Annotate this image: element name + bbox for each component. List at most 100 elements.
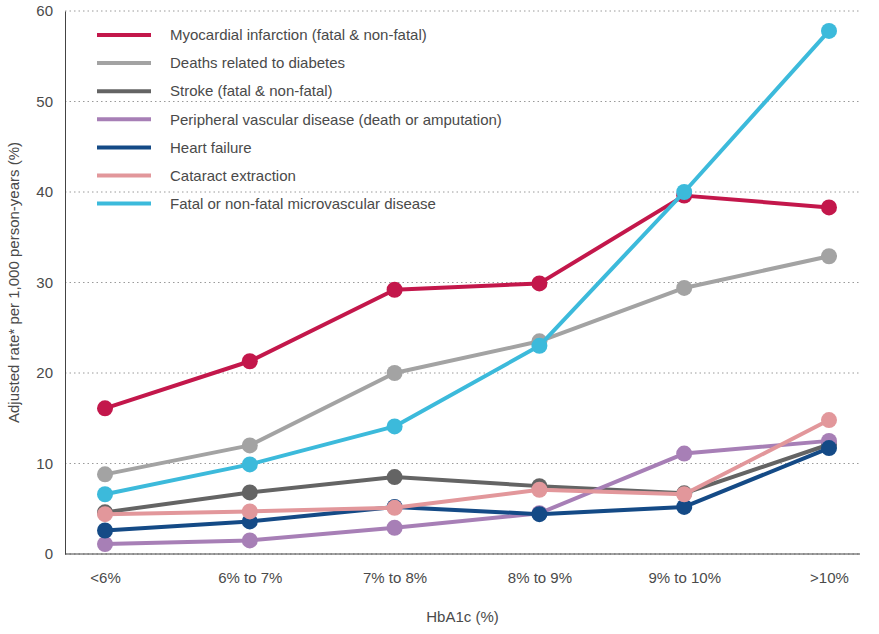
grid: [65, 11, 860, 554]
series-line: [105, 420, 829, 514]
legend-swatch: [97, 33, 151, 37]
series-point: [97, 522, 113, 538]
x-tick-label: 8% to 9%: [508, 569, 572, 586]
x-tick-label: 6% to 7%: [218, 569, 282, 586]
grid-line: [65, 192, 860, 193]
legend-label: Peripheral vascular disease (death or am…: [170, 111, 502, 128]
series-point: [387, 418, 403, 434]
grid-line: [65, 282, 860, 283]
y-tick: 30: [36, 274, 65, 291]
grid-line: [65, 373, 860, 374]
series: [97, 412, 837, 522]
y-tick-label: 60: [36, 2, 53, 19]
series: [97, 23, 837, 502]
x-tick-label: >10%: [810, 569, 849, 586]
series-point: [387, 500, 403, 516]
x-tick: 9% to 10%: [648, 569, 721, 586]
series-line: [105, 441, 829, 544]
legend-swatch: [97, 61, 151, 65]
y-axis-line: [65, 12, 66, 555]
series-point: [531, 338, 547, 354]
series-point: [387, 365, 403, 381]
legend-swatch: [97, 145, 151, 149]
legend-swatch: [97, 117, 151, 121]
y-tick: 0: [45, 545, 65, 562]
series-point: [387, 469, 403, 485]
y-tick: 40: [36, 183, 65, 200]
y-tick-label: 20: [36, 364, 53, 381]
series-point: [242, 437, 258, 453]
x-tick: <6%: [90, 569, 120, 586]
series: [97, 248, 837, 482]
series-point: [531, 275, 547, 291]
y-tick: 50: [36, 93, 65, 110]
y-axis: 0 10 20 30 40 50 60: [36, 2, 65, 562]
series-point: [387, 499, 403, 515]
series: [97, 433, 837, 552]
series-point: [821, 199, 837, 215]
legend-label: Cataract extraction: [170, 167, 296, 184]
legend-swatch: [97, 89, 151, 93]
series-point: [242, 503, 258, 519]
legend: Myocardial infarction (fatal & non-fatal…: [97, 26, 502, 212]
series-point: [97, 400, 113, 416]
series-line: [105, 31, 829, 494]
series-point: [676, 485, 692, 501]
x-tick-label: 7% to 8%: [363, 569, 427, 586]
series-line: [105, 256, 829, 474]
series-point: [97, 506, 113, 522]
y-axis-title: Adjusted rate* per 1,000 person-years (%…: [5, 142, 22, 423]
series-point: [97, 466, 113, 482]
legend-label: Stroke (fatal & non-fatal): [170, 82, 333, 99]
legend-label: Deaths related to diabetes: [170, 54, 345, 71]
series: [97, 440, 837, 538]
grid-line: [65, 554, 860, 555]
y-tick-label: 0: [45, 545, 53, 562]
series-line: [105, 444, 829, 512]
y-tick-label: 50: [36, 93, 53, 110]
y-tick-label: 10: [36, 455, 53, 472]
legend-label: Myocardial infarction (fatal & non-fatal…: [170, 26, 427, 43]
y-tick: 20: [36, 364, 65, 381]
x-axis: <6% 6% to 7% 7% to 8% 8% to 9% 9% to 10% >10%: [65, 554, 860, 586]
series-point: [242, 456, 258, 472]
x-tick: 7% to 8%: [363, 569, 427, 586]
x-tick-label: <6%: [90, 569, 120, 586]
x-tick: 6% to 7%: [218, 569, 282, 586]
series-point: [242, 532, 258, 548]
y-tick: 60: [36, 2, 65, 19]
series-point: [387, 282, 403, 298]
series-point: [676, 446, 692, 462]
series-point: [531, 482, 547, 498]
series-line: [105, 196, 829, 409]
y-tick-label: 30: [36, 274, 53, 291]
x-axis-title: HbA1c (%): [426, 608, 499, 625]
series-point: [821, 23, 837, 39]
grid-line: [65, 11, 860, 12]
series-point: [676, 486, 692, 502]
y-tick-label: 40: [36, 183, 53, 200]
series-point: [821, 248, 837, 264]
series-point: [387, 520, 403, 536]
x-tick-label: 9% to 10%: [648, 569, 721, 586]
series-point: [242, 353, 258, 369]
series-point: [242, 484, 258, 500]
legend-label: Fatal or non-fatal microvascular disease: [170, 195, 436, 212]
grid-line: [65, 101, 860, 102]
series-point: [97, 486, 113, 502]
chart: 0 10 20 30 40 50 60 <6% 6% to 7% 7% to 8% 8% to 9%…: [0, 0, 879, 634]
x-axis-line: [65, 554, 860, 555]
series-point: [676, 184, 692, 200]
plot-marks: [97, 23, 837, 552]
legend-swatch: [97, 174, 151, 178]
series-point: [821, 412, 837, 428]
series: [97, 188, 837, 417]
legend-swatch: [97, 202, 151, 206]
series-point: [531, 505, 547, 521]
series-point: [531, 506, 547, 522]
series-point: [821, 440, 837, 456]
x-tick: >10%: [810, 569, 849, 586]
legend-label: Heart failure: [170, 139, 252, 156]
series-line: [105, 448, 829, 530]
x-tick: 8% to 9%: [508, 569, 572, 586]
